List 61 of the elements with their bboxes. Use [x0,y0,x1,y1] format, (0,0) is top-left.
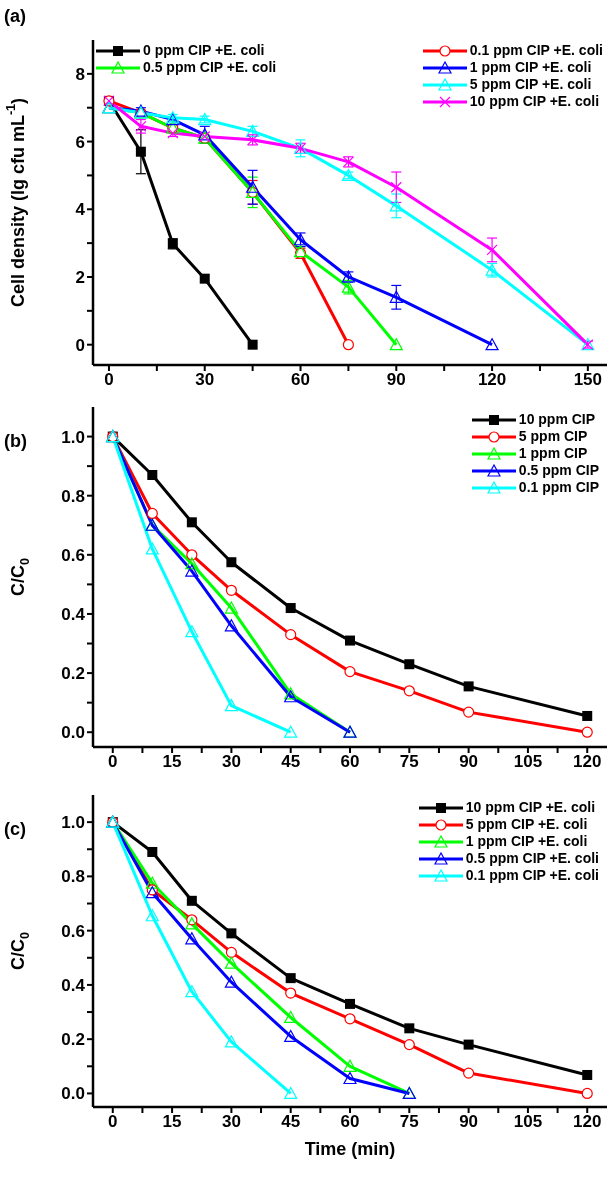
x-tick-label: 15 [162,752,182,772]
y-tick-label: 0.0 [61,723,85,743]
y-tick-label: 0 [75,335,85,355]
x-tick-label: 0 [108,752,118,772]
legend-label: 5 ppm CIP +E. coli [469,76,592,93]
legend-label: 0.1 ppm CIP [518,479,599,496]
legend-label: 0.1 ppm CIP +E. coli [469,42,603,59]
x-tick-label: 90 [386,370,406,390]
y-tick-label: 0.4 [61,604,86,624]
x-tick-label: 105 [513,752,543,772]
y-tick-label: 1.0 [61,813,85,833]
text: (b) [4,431,27,452]
x-tick-label: 30 [195,370,215,390]
x-tick-label: 45 [281,1112,301,1132]
legend-label: 5 ppm CIP +E. coli [465,816,588,833]
legend-label: 5 ppm CIP [518,428,588,445]
legend-label: 1 ppm CIP +E. coli [465,833,588,850]
x-axis-title: Time (min) [304,1139,396,1159]
x-tick-label: 45 [281,752,301,772]
x-tick-label: 30 [221,752,241,772]
y-tick-label: 0.2 [61,664,85,684]
legend-label: 10 ppm CIP [518,411,596,428]
x-tick-label: 150 [573,370,603,390]
x-tick-label: 75 [399,1112,419,1132]
x-tick-label: 60 [340,752,360,772]
x-tick-label: 75 [399,752,419,772]
y-tick-label: 6 [75,132,85,152]
legend-label: 1 ppm CIP +E. coli [469,59,592,76]
x-tick-label: 90 [459,1112,479,1132]
y-tick-label: 0.2 [61,1030,85,1050]
legend-label: 1 ppm CIP [518,445,588,462]
y-tick-label: 4 [75,200,86,220]
legend-label: 0.1 ppm CIP +E. coli [465,867,599,884]
y-tick-label: 8 [75,64,85,84]
legend-label: 0.5 ppm CIP [518,462,599,479]
y-tick-label: 0.6 [61,921,85,941]
x-tick-label: 0 [104,370,114,390]
legend-label: 0.5 ppm CIP +E. coli [143,59,277,76]
x-tick-label: 60 [291,370,310,390]
y-tick-label: 0.6 [61,545,85,565]
y-tick-label: 2 [75,268,85,288]
x-tick-label: 30 [221,1112,241,1132]
text: (c) [4,819,26,840]
x-tick-label: 0 [108,1112,118,1132]
x-tick-label: 15 [162,1112,182,1132]
y-tick-label: 0.4 [61,975,86,995]
y-tick-label: 0.8 [61,486,85,506]
text: (a) [4,6,26,27]
x-tick-label: 120 [573,752,602,772]
legend-label: 10 ppm CIP +E. coli [465,799,596,816]
x-tick-label: 60 [340,1112,360,1132]
y-tick-label: 0.0 [61,1084,85,1104]
x-tick-label: 90 [459,752,479,772]
legend-label: 0 ppm CIP +E. coli [143,42,265,59]
y-tick-label: 1.0 [61,427,85,447]
x-tick-label: 120 [573,1112,602,1132]
y-tick-label: 0.8 [61,867,85,887]
x-tick-label: 120 [477,370,507,390]
x-tick-label: 105 [513,1112,543,1132]
legend-label: 10 ppm CIP +E. coli [469,93,600,110]
legend-label: 0.5 ppm CIP +E. coli [465,850,599,867]
